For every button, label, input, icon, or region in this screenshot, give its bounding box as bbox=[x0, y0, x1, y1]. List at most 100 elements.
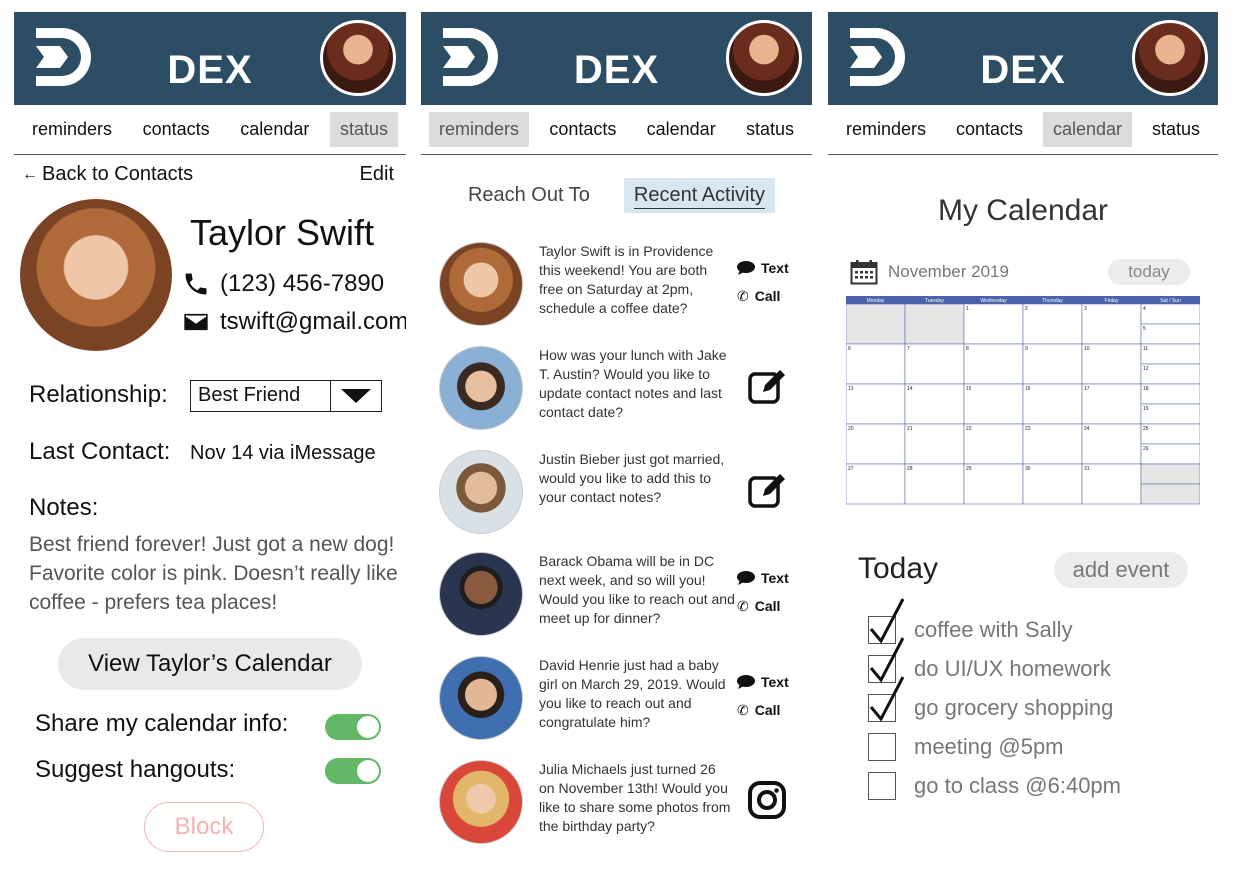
task-item[interactable]: coffee with Sally bbox=[868, 598, 1073, 644]
add-event-button[interactable]: add event bbox=[1054, 552, 1188, 588]
profile-avatar[interactable] bbox=[1132, 20, 1208, 96]
calendar-day-cell[interactable] bbox=[846, 383, 906, 425]
calendar-day-cell[interactable] bbox=[1140, 363, 1200, 385]
tab-status[interactable]: status bbox=[745, 119, 794, 139]
task-item[interactable]: go grocery shopping bbox=[868, 676, 1113, 722]
calendar-day-cell[interactable] bbox=[1022, 423, 1083, 465]
checked-checkbox[interactable] bbox=[868, 676, 905, 722]
calendar-day-cell[interactable] bbox=[1022, 463, 1083, 505]
calendar-day-cell[interactable] bbox=[963, 423, 1024, 465]
calendar-day-cell[interactable] bbox=[904, 303, 965, 345]
calendar-day-cell[interactable] bbox=[1081, 303, 1142, 345]
suggest-hangouts-toggle[interactable] bbox=[325, 758, 381, 784]
calendar-day-cell[interactable] bbox=[846, 343, 906, 385]
call-action[interactable]: ✆ Call bbox=[737, 696, 789, 724]
checkbox[interactable] bbox=[868, 733, 896, 761]
calendar-day-cell[interactable] bbox=[963, 303, 1024, 345]
tab-reminders[interactable]: reminders bbox=[429, 112, 530, 147]
calendar-day-cell[interactable] bbox=[1081, 343, 1142, 385]
checked-checkbox[interactable] bbox=[868, 637, 905, 683]
tab-reminders[interactable]: reminders bbox=[846, 119, 927, 139]
activity-item[interactable]: Barack Obama will be in DC next week, an… bbox=[421, 552, 812, 652]
edit-icon[interactable] bbox=[747, 366, 787, 406]
today-button[interactable]: today bbox=[1108, 259, 1190, 285]
calendar-day-cell[interactable] bbox=[1140, 443, 1200, 465]
calendar-day-cell[interactable] bbox=[1140, 403, 1200, 425]
weekday-header-bar bbox=[846, 296, 1200, 304]
subtab-recent-activity[interactable]: Recent Activity bbox=[623, 178, 776, 213]
text-action[interactable]: Text bbox=[737, 564, 789, 592]
month-calendar-grid[interactable]: Monday Tuesday Wednesday Thursday Friday Sat … bbox=[846, 296, 1200, 506]
tab-status[interactable]: status bbox=[1151, 119, 1200, 139]
tab-reminders[interactable]: reminders bbox=[32, 119, 113, 139]
back-to-contacts-link[interactable]: ← Back to Contacts bbox=[22, 163, 193, 186]
activity-item[interactable]: Julia Michaels just turned 26 on Novembe… bbox=[421, 760, 812, 860]
call-action[interactable]: ✆ Call bbox=[737, 592, 789, 620]
activity-item[interactable]: Justin Bieber just got married, would yo… bbox=[421, 450, 812, 550]
calendar-day-cell[interactable] bbox=[1022, 383, 1083, 425]
calendar-day-cell[interactable] bbox=[1081, 423, 1142, 465]
edit-button[interactable]: Edit bbox=[359, 163, 394, 185]
activity-item[interactable]: Taylor Swift is in Providence this weeke… bbox=[421, 242, 812, 342]
tab-calendar[interactable]: calendar bbox=[240, 119, 310, 139]
share-calendar-toggle[interactable] bbox=[325, 714, 381, 740]
calendar-day-cell[interactable] bbox=[1081, 463, 1142, 505]
task-item[interactable]: meeting @5pm bbox=[868, 733, 1064, 761]
task-item[interactable]: do UI/UX homework bbox=[868, 637, 1111, 683]
calendar-day-cell[interactable] bbox=[1140, 303, 1200, 325]
tab-contacts[interactable]: contacts bbox=[142, 119, 210, 139]
calendar-day-cell[interactable] bbox=[1140, 423, 1200, 445]
text-action[interactable]: Text bbox=[737, 668, 789, 696]
calendar-day-cell[interactable] bbox=[1140, 323, 1200, 345]
month-label: November 2019 bbox=[888, 262, 1009, 281]
back-label: Back to Contacts bbox=[42, 163, 194, 185]
calendar-day-cell[interactable] bbox=[846, 423, 906, 465]
day-number: 14 bbox=[907, 386, 913, 392]
calendar-day-cell[interactable] bbox=[1022, 343, 1083, 385]
edit-icon[interactable] bbox=[747, 470, 787, 510]
contact-avatar bbox=[439, 552, 523, 636]
activity-item[interactable]: David Henrie just had a baby girl on Mar… bbox=[421, 656, 812, 756]
calendar-day-cell[interactable] bbox=[846, 463, 906, 505]
calendar-day-cell[interactable] bbox=[846, 303, 906, 345]
calendar-day-cell[interactable] bbox=[1140, 463, 1200, 485]
block-button[interactable]: Block bbox=[144, 802, 264, 852]
profile-avatar[interactable] bbox=[320, 20, 396, 96]
tab-contacts[interactable]: contacts bbox=[549, 119, 617, 139]
calendar-day-cell[interactable] bbox=[904, 463, 965, 505]
instagram-icon[interactable] bbox=[747, 780, 787, 820]
calendar-day-cell[interactable] bbox=[1022, 303, 1083, 345]
tab-calendar[interactable]: calendar bbox=[1042, 112, 1132, 147]
call-action[interactable]: ✆ Call bbox=[737, 282, 789, 310]
tab-status[interactable]: status bbox=[329, 112, 398, 147]
day-number: 29 bbox=[966, 466, 972, 472]
tab-calendar[interactable]: calendar bbox=[646, 119, 716, 139]
calendar-day-cell[interactable] bbox=[904, 343, 965, 385]
calendar-day-cell[interactable] bbox=[963, 343, 1024, 385]
view-calendar-button[interactable]: View Taylor’s Calendar bbox=[58, 638, 362, 690]
calendar-day-cell[interactable] bbox=[963, 383, 1024, 425]
activity-item[interactable]: How was your lunch with Jake T. Austin? … bbox=[421, 346, 812, 446]
calendar-day-cell[interactable] bbox=[1140, 483, 1200, 505]
calendar-day-cell[interactable] bbox=[963, 463, 1024, 505]
tab-contacts[interactable]: contacts bbox=[955, 119, 1024, 139]
text-action[interactable]: Text bbox=[737, 254, 789, 282]
email-row[interactable]: tswift@gmail.com bbox=[182, 308, 406, 336]
checkbox[interactable] bbox=[868, 772, 896, 800]
day-number: 25 bbox=[1143, 426, 1149, 432]
day-number: 28 bbox=[907, 466, 913, 472]
calendar-day-cell[interactable] bbox=[1140, 343, 1200, 365]
calendar-day-cell[interactable] bbox=[1081, 383, 1142, 425]
phone-row[interactable]: (123) 456-7890 bbox=[182, 270, 384, 298]
checked-checkbox[interactable] bbox=[868, 598, 905, 644]
relationship-select[interactable]: Best Friend bbox=[190, 380, 382, 412]
profile-avatar[interactable] bbox=[726, 20, 802, 96]
calendar-day-cell[interactable] bbox=[904, 423, 965, 465]
app-header: DEX bbox=[828, 12, 1218, 105]
task-item[interactable]: go to class @6:40pm bbox=[868, 772, 1121, 800]
back-arrow-icon: ← bbox=[22, 165, 38, 183]
day-number: 21 bbox=[907, 426, 913, 432]
calendar-day-cell[interactable] bbox=[1140, 383, 1200, 405]
calendar-day-cell[interactable] bbox=[904, 383, 965, 425]
subtab-reach-out[interactable]: Reach Out To bbox=[467, 184, 590, 206]
